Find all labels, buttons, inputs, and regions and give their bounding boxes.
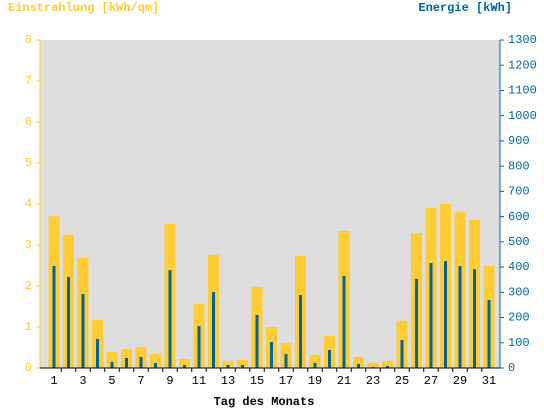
bar xyxy=(371,366,375,368)
bar xyxy=(299,295,302,368)
bar xyxy=(67,276,70,368)
bar xyxy=(237,359,248,368)
bar xyxy=(139,356,143,368)
bar xyxy=(52,266,56,368)
y2-tick-label: 0 xyxy=(508,361,515,375)
y2-tick-label: 100 xyxy=(508,336,530,350)
y-axis-title: Einstrahlung [kWh/qm] xyxy=(8,1,159,15)
y-tick-label: 7 xyxy=(25,74,32,88)
bar xyxy=(270,342,273,368)
bar xyxy=(179,358,190,368)
bar xyxy=(487,299,491,368)
bar xyxy=(183,364,186,368)
bar xyxy=(473,269,476,368)
y2-tick-label: 1300 xyxy=(508,33,537,47)
x-tick-label: 25 xyxy=(395,374,409,388)
x-tick-label: 7 xyxy=(137,374,144,388)
bar xyxy=(212,292,215,368)
bar xyxy=(415,278,418,368)
bar xyxy=(313,362,317,368)
x-tick-label: 9 xyxy=(166,374,173,388)
bar xyxy=(444,261,447,368)
y2-tick-label: 900 xyxy=(508,134,530,148)
bar xyxy=(81,294,85,368)
bar xyxy=(382,361,393,368)
y2-tick-label: 500 xyxy=(508,235,530,249)
bar xyxy=(222,361,234,368)
y2-tick-label: 200 xyxy=(508,311,530,325)
x-tick-label: 17 xyxy=(279,374,293,388)
bar xyxy=(255,315,259,368)
x-tick-label: 31 xyxy=(482,374,496,388)
y-tick-label: 5 xyxy=(25,156,32,170)
bar xyxy=(241,364,244,368)
bar xyxy=(400,339,404,368)
y2-tick-label: 600 xyxy=(508,210,530,224)
x-tick-label: 27 xyxy=(424,374,438,388)
x-tick-label: 1 xyxy=(50,374,57,388)
bar xyxy=(125,357,128,368)
bar xyxy=(226,364,230,368)
x-tick-label: 19 xyxy=(308,374,322,388)
x-tick-label: 5 xyxy=(108,374,115,388)
y2-tick-label: 1200 xyxy=(508,58,537,72)
bar xyxy=(367,363,379,368)
bar xyxy=(110,361,114,368)
x-tick-label: 13 xyxy=(221,374,235,388)
bar xyxy=(429,263,433,368)
bar xyxy=(386,365,389,368)
x-tick-label: 15 xyxy=(250,374,264,388)
y-tick-label: 4 xyxy=(25,197,32,211)
x-axis-title: Tag des Monats xyxy=(214,395,315,408)
bar xyxy=(154,362,157,368)
x-tick-label: 3 xyxy=(79,374,86,388)
bar xyxy=(106,352,118,368)
y2-tick-label: 800 xyxy=(508,159,530,173)
bar xyxy=(357,363,360,368)
bar xyxy=(342,275,346,368)
y2-axis-title: Energie [kWh] xyxy=(418,1,512,15)
y-tick-label: 8 xyxy=(25,33,32,47)
y2-tick-label: 700 xyxy=(508,185,530,199)
bar xyxy=(353,356,364,368)
y2-tick-label: 1000 xyxy=(508,109,537,123)
x-tick-label: 29 xyxy=(453,374,467,388)
y-tick-label: 1 xyxy=(25,320,32,334)
plot-area xyxy=(40,40,500,368)
y-tick-label: 2 xyxy=(25,279,32,293)
x-tick-label: 11 xyxy=(192,374,206,388)
bar xyxy=(168,270,172,368)
y2-tick-label: 300 xyxy=(508,285,530,299)
bar xyxy=(309,354,321,368)
x-tick-label: 23 xyxy=(366,374,380,388)
bar xyxy=(197,326,201,368)
y-tick-label: 6 xyxy=(25,115,32,129)
bar xyxy=(150,354,161,368)
bar xyxy=(284,354,288,368)
bar xyxy=(458,266,462,368)
bar xyxy=(328,350,331,368)
y-tick-label: 3 xyxy=(25,238,32,252)
y2-tick-label: 1100 xyxy=(508,84,537,98)
bar xyxy=(96,338,99,368)
y2-tick-label: 400 xyxy=(508,260,530,274)
y-tick-label: 0 xyxy=(25,361,32,375)
x-tick-label: 21 xyxy=(337,374,351,388)
